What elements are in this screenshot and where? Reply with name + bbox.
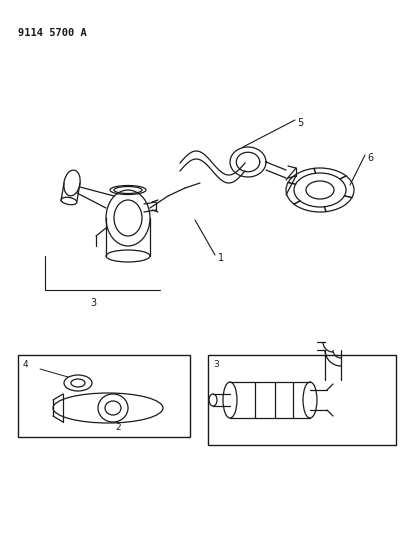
Text: 4: 4 (23, 360, 29, 369)
Text: 3: 3 (90, 298, 96, 308)
Bar (18, 355, 190, 437)
Text: 1: 1 (218, 253, 224, 263)
Text: 5: 5 (297, 118, 303, 128)
Text: 6: 6 (367, 153, 373, 163)
Text: 3: 3 (213, 360, 219, 369)
Text: 2: 2 (115, 423, 121, 432)
Text: 9114 5700 A: 9114 5700 A (18, 28, 87, 38)
Bar (208, 355, 396, 445)
